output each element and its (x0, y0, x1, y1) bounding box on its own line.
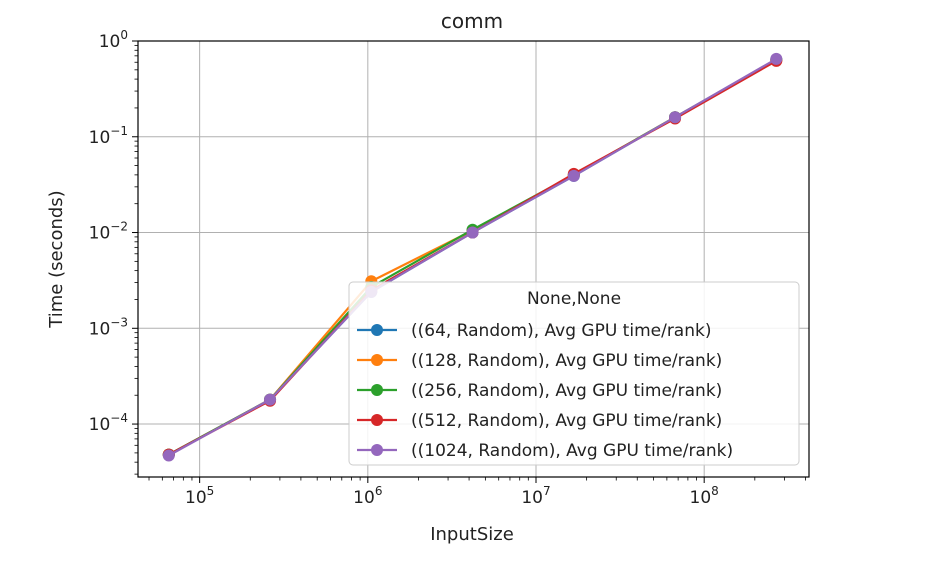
data-point (264, 393, 277, 406)
data-point (466, 226, 479, 239)
legend-box (348, 281, 800, 466)
data-point (162, 449, 175, 462)
y-tick-label: 100 (99, 28, 128, 52)
legend-title: None,None (527, 289, 621, 309)
y-tick-label: 10−4 (89, 411, 128, 435)
legend-marker (371, 324, 383, 336)
y-tick-label: 10−2 (89, 220, 128, 244)
ticks: 105 106 107 108 10−4 10−3 10−2 10−1 100 (89, 28, 806, 508)
legend-entry: ((512, Random), Avg GPU time/rank) (357, 411, 722, 431)
legend: None,None ((64, Random), Avg GPU time/ra… (348, 281, 800, 466)
legend-label: ((512, Random), Avg GPU time/rank) (411, 411, 722, 431)
legend-marker (371, 354, 383, 366)
data-point (669, 111, 682, 124)
legend-entry: ((64, Random), Avg GPU time/rank) (357, 321, 711, 341)
data-point (770, 52, 783, 65)
legend-marker (371, 444, 383, 456)
legend-entry: ((256, Random), Avg GPU time/rank) (357, 381, 722, 401)
y-tick-label: 10−1 (89, 124, 128, 148)
legend-label: ((256, Random), Avg GPU time/rank) (411, 381, 722, 401)
legend-label: ((1024, Random), Avg GPU time/rank) (411, 441, 733, 461)
y-axis-label: Time (seconds) (46, 190, 67, 328)
data-point (567, 169, 580, 182)
x-tick-label: 107 (521, 484, 550, 508)
chart-title: comm (441, 9, 503, 33)
x-tick-label: 108 (690, 484, 719, 508)
x-tick-label: 106 (353, 484, 382, 508)
plot-frame (137, 40, 810, 478)
legend-marker (371, 414, 383, 426)
x-axis-label: InputSize (430, 524, 514, 545)
legend-entry: ((1024, Random), Avg GPU time/rank) (357, 441, 733, 461)
legend-label: ((128, Random), Avg GPU time/rank) (411, 351, 722, 371)
legend-label: ((64, Random), Avg GPU time/rank) (411, 321, 711, 341)
legend-entry: ((128, Random), Avg GPU time/rank) (357, 351, 722, 371)
legend-entries: ((64, Random), Avg GPU time/rank) ((128, … (357, 321, 733, 461)
y-tick-label: 10−3 (89, 315, 128, 339)
x-tick-label: 105 (185, 484, 214, 508)
legend-marker (371, 384, 383, 396)
